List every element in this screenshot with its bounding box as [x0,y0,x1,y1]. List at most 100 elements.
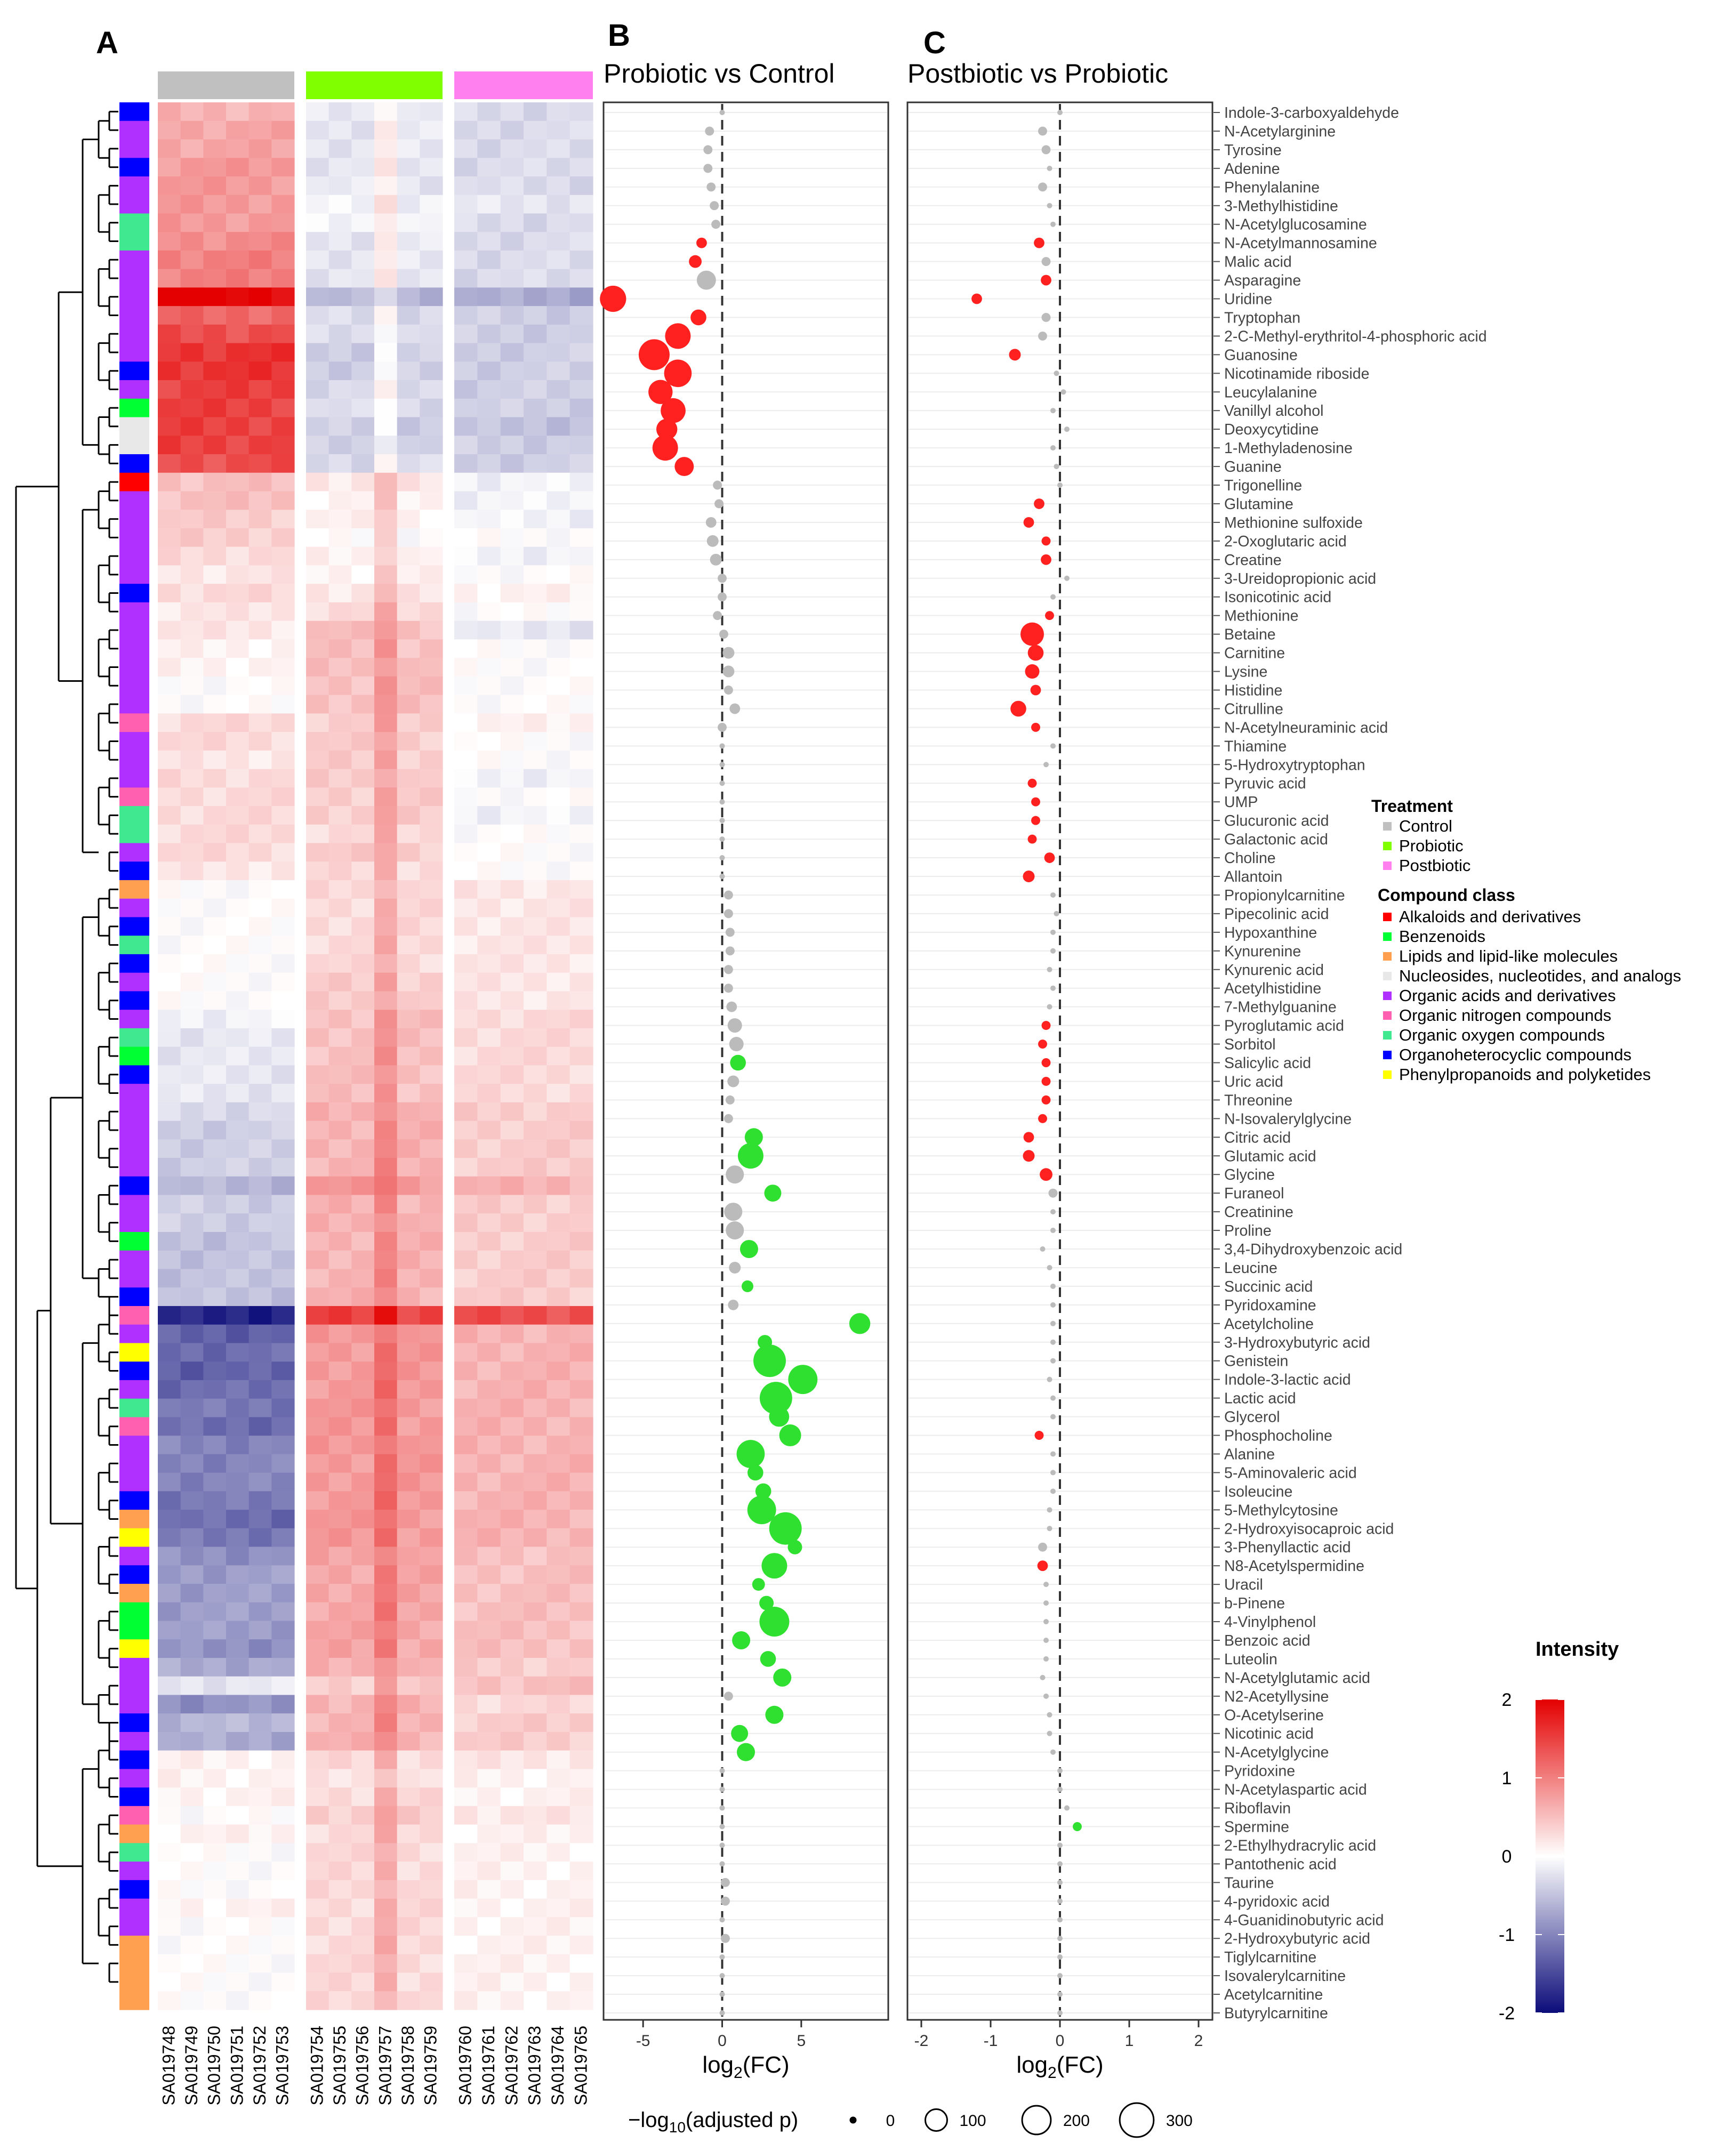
panel_c-dot-97 [1057,1917,1063,1923]
heat-cell-postbiotic-48-5 [569,991,593,1010]
panel_c-dot-78 [1037,1560,1048,1572]
panel_c-dot-83 [1043,1656,1049,1662]
heat-cell-probiotic-49-1 [328,1010,352,1029]
heat-cell-postbiotic-86-2 [500,1695,524,1714]
heat-cell-probiotic-20-0 [306,472,329,492]
heat-cell-control-53-2 [203,1084,227,1103]
heat-cell-postbiotic-16-5 [569,398,593,418]
heat-cell-control-99-4 [248,1936,272,1955]
heat-cell-postbiotic-101-4 [546,1972,570,1992]
heat-cell-postbiotic-39-5 [569,824,593,844]
heat-cell-control-69-1 [180,1380,204,1399]
heat-cell-postbiotic-51-0 [454,1046,478,1066]
heat-cell-probiotic-65-5 [420,1306,443,1325]
heat-cell-control-66-4 [248,1324,272,1344]
heat-cell-control-11-3 [226,306,250,325]
class-cell-72 [119,1436,149,1455]
metabolite-label-82: Benzoic acid [1224,1632,1311,1649]
heat-cell-postbiotic-62-5 [569,1250,593,1270]
heat-cell-control-46-3 [226,954,250,973]
panel_c-xtick-label-0: 0 [1056,2032,1065,2050]
metabolite-label-23: 2-Oxoglutaric acid [1224,533,1347,550]
metabolite-label-2: Tyrosine [1224,142,1282,159]
heat-cell-control-29-5 [271,639,295,658]
panel_b-dot-80 [759,1596,774,1610]
metabolite-label-17: Deoxycytidine [1224,421,1319,438]
heat-cell-postbiotic-77-2 [500,1528,524,1548]
heat-cell-probiotic-1-4 [397,120,420,140]
heat-cell-postbiotic-45-4 [546,936,570,955]
heat-cell-probiotic-67-5 [420,1343,443,1362]
heat-cell-control-101-5 [271,1972,295,1992]
heat-cell-postbiotic-58-0 [454,1176,478,1196]
heat-cell-probiotic-46-5 [420,954,443,973]
heat-cell-probiotic-87-1 [328,1713,352,1733]
heat-cell-probiotic-25-4 [397,565,420,584]
heat-cell-probiotic-16-3 [374,398,398,418]
heat-cell-probiotic-11-3 [374,306,398,325]
header-control-bar [158,71,294,99]
heat-cell-probiotic-17-2 [351,417,375,436]
heat-cell-control-26-5 [271,584,295,603]
heat-cell-control-91-2 [203,1787,227,1807]
class-cell-96 [119,1880,149,1899]
heat-cell-postbiotic-95-2 [500,1862,524,1881]
heat-cell-control-77-1 [180,1528,204,1548]
metabolite-label-14: Nicotinamide riboside [1224,365,1369,382]
panel_c-dot-56 [1023,1150,1035,1162]
heat-cell-postbiotic-67-3 [524,1343,547,1362]
heat-cell-probiotic-62-1 [328,1250,352,1270]
heat-cell-probiotic-36-1 [328,769,352,788]
heat-cell-control-35-4 [248,750,272,770]
heat-cell-control-73-2 [203,1454,227,1473]
heat-cell-control-57-1 [180,1158,204,1177]
heat-cell-postbiotic-17-0 [454,417,478,436]
heat-cell-postbiotic-32-3 [524,695,547,714]
panel_b-dot-26 [718,592,727,602]
heat-cell-control-98-0 [158,1917,181,1936]
heat-cell-probiotic-20-1 [328,472,352,492]
metabolite-label-47: Acetylhistidine [1224,980,1321,997]
panel_b-dot-40 [719,855,725,861]
heat-cell-probiotic-46-4 [397,954,420,973]
heat-cell-control-68-1 [180,1361,204,1381]
heat-cell-postbiotic-51-2 [500,1046,524,1066]
heat-cell-probiotic-72-4 [397,1436,420,1455]
heat-cell-control-70-5 [271,1398,295,1417]
sample-label-SA019754: SA019754 [307,2026,326,2105]
legend-treatment-swatch-0 [1383,822,1392,831]
heat-cell-control-17-2 [203,417,227,436]
heat-cell-postbiotic-12-3 [524,324,547,344]
heat-cell-control-81-2 [203,1602,227,1622]
heat-cell-probiotic-79-0 [306,1565,329,1584]
heat-cell-control-96-1 [180,1880,204,1899]
heat-cell-control-41-3 [226,861,250,881]
heat-cell-probiotic-88-4 [397,1731,420,1751]
heat-cell-postbiotic-7-1 [477,232,501,251]
heat-cell-probiotic-50-3 [374,1028,398,1048]
heat-cell-probiotic-102-3 [374,1991,398,2010]
heat-cell-control-66-5 [271,1324,295,1344]
panel_b-dot-16 [661,398,686,423]
metabolite-label-43: Pipecolinic acid [1224,906,1329,923]
heat-cell-probiotic-85-1 [328,1676,352,1696]
heat-cell-probiotic-6-2 [351,213,375,232]
panel_b-dot-41 [719,873,725,879]
heat-cell-control-82-4 [248,1621,272,1640]
heat-cell-control-58-3 [226,1176,250,1196]
heat-cell-postbiotic-21-0 [454,491,478,510]
heat-cell-postbiotic-13-4 [546,343,570,362]
heat-cell-probiotic-96-1 [328,1880,352,1899]
heat-cell-postbiotic-16-4 [546,398,570,418]
metabolite-label-15: Leucylalanine [1224,384,1317,401]
heat-cell-control-84-5 [271,1657,295,1677]
heat-cell-postbiotic-73-3 [524,1454,547,1473]
class-cell-16 [119,398,149,418]
heat-cell-postbiotic-39-1 [477,824,501,844]
intensity-colorbar: Intensity 210-1-2 [1499,1638,1619,2024]
heat-cell-probiotic-16-1 [328,398,352,418]
class-cell-85 [119,1676,149,1696]
heat-cell-postbiotic-15-2 [500,380,524,399]
heat-cell-postbiotic-65-3 [524,1306,547,1325]
heat-cell-probiotic-51-5 [420,1046,443,1066]
